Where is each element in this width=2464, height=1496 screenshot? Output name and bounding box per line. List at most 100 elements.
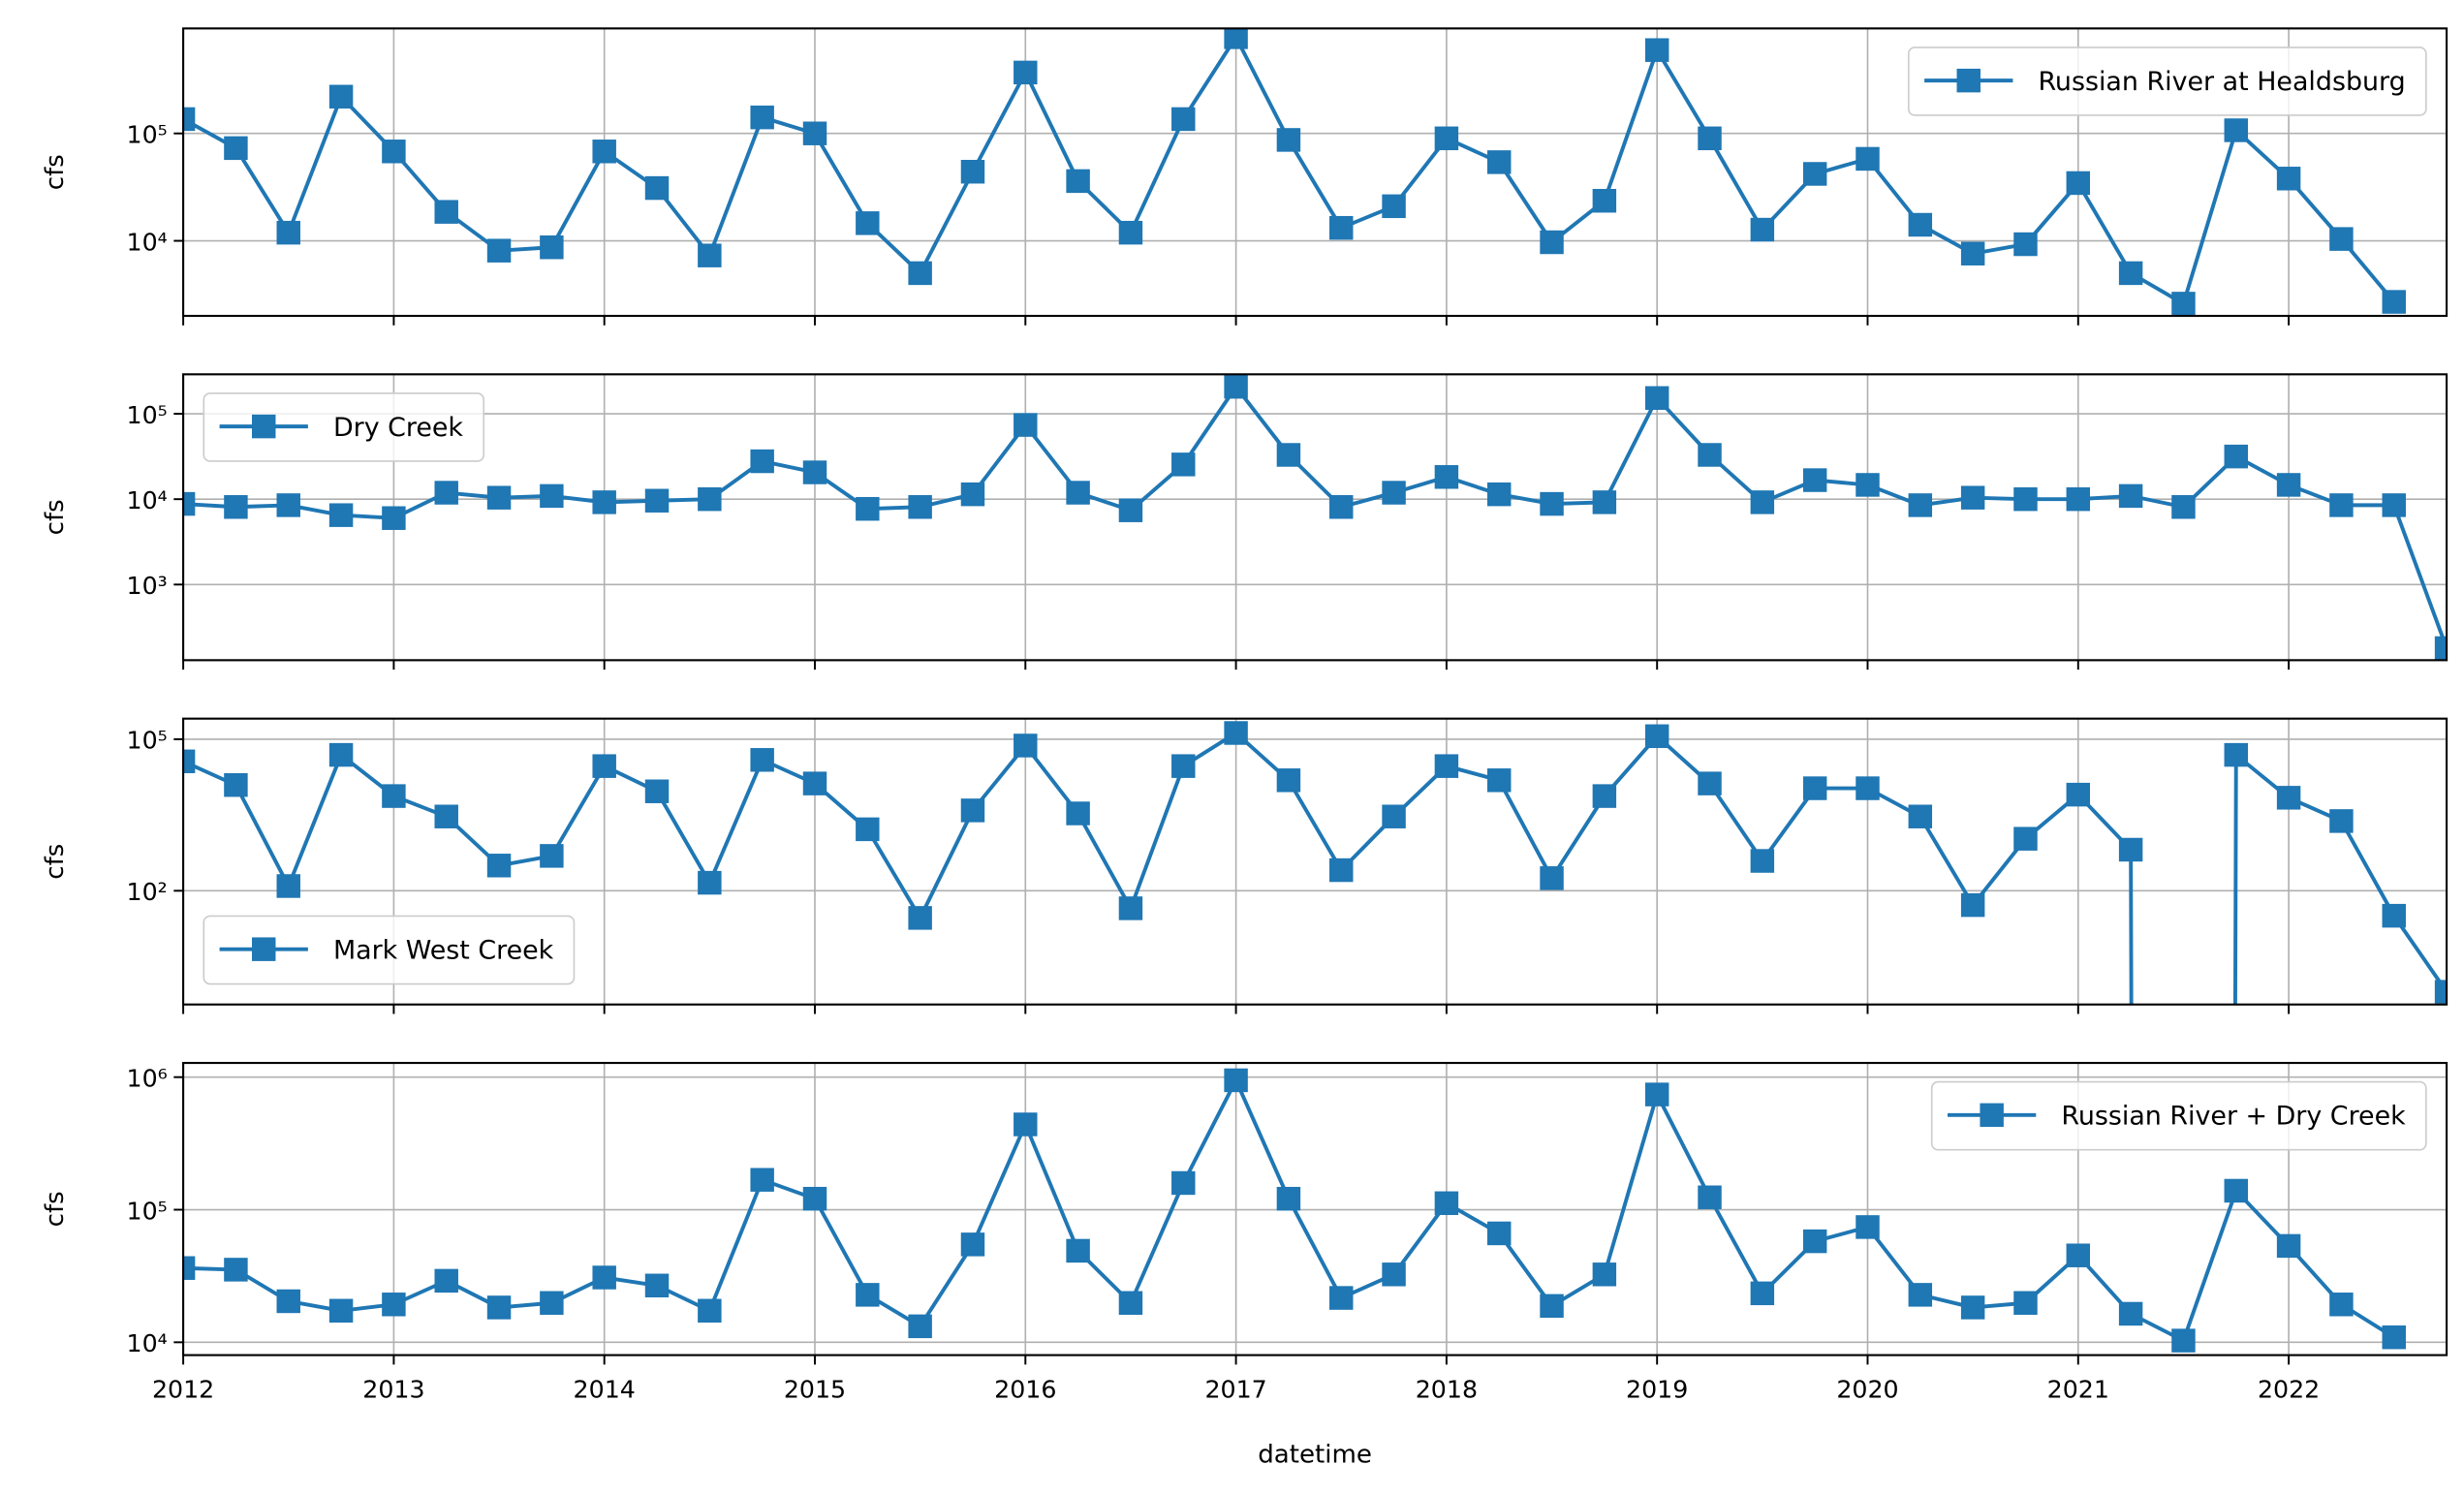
marker xyxy=(1382,1262,1406,1287)
x-tick-label: 2013 xyxy=(362,1376,424,1404)
axes-frame xyxy=(182,717,2448,1006)
marker xyxy=(1908,212,1933,237)
marker xyxy=(960,482,985,507)
y-tick-label: 10⁵ xyxy=(127,120,168,148)
subplot: 2012 2013 2014 2015 2016 2017 2018 2019 2020 2021… xyxy=(41,1061,2448,1469)
marker xyxy=(1908,804,1933,828)
marker xyxy=(802,1186,827,1211)
legend-marker xyxy=(252,937,276,961)
marker xyxy=(1802,468,1827,492)
marker xyxy=(224,1258,248,1282)
marker xyxy=(2118,483,2143,509)
marker xyxy=(486,238,512,263)
marker xyxy=(960,160,985,184)
legend: Russian River at Healdsburg xyxy=(1907,47,2427,116)
marker xyxy=(382,784,406,808)
marker xyxy=(434,1268,458,1293)
x-tick-label: 2019 xyxy=(1626,1376,1688,1404)
marker xyxy=(1434,1191,1459,1216)
marker xyxy=(1698,1185,1722,1209)
x-tick-label: 2012 xyxy=(152,1376,214,1404)
marker xyxy=(1118,1291,1143,1315)
marker xyxy=(908,261,932,286)
y-tick-label: 10⁵ xyxy=(127,727,168,755)
marker xyxy=(2329,1293,2354,1317)
marker xyxy=(698,870,722,895)
marker xyxy=(276,493,300,517)
plot-area xyxy=(183,375,2448,661)
marker xyxy=(1698,771,1722,795)
y-axis-label: cfs xyxy=(41,844,70,880)
x-tick-label: 2017 xyxy=(1204,1376,1266,1404)
marker xyxy=(2118,1301,2143,1326)
marker xyxy=(1224,721,1248,745)
marker xyxy=(1750,217,1775,242)
marker xyxy=(1276,443,1301,467)
legend: Russian River + Dry Creek xyxy=(1930,1080,2427,1151)
marker xyxy=(276,220,300,245)
marker xyxy=(1171,107,1196,132)
marker xyxy=(1276,128,1301,152)
x-tick-label: 2016 xyxy=(994,1376,1056,1404)
marker xyxy=(2013,1291,2038,1315)
marker xyxy=(802,771,827,795)
marker xyxy=(1486,482,1512,507)
marker xyxy=(908,906,932,930)
x-tick-label: 2018 xyxy=(1416,1376,1478,1404)
marker xyxy=(328,84,354,109)
legend-box xyxy=(1930,1080,2427,1151)
marker xyxy=(2013,486,2038,512)
y-tick-label: 10³ xyxy=(127,572,168,600)
marker xyxy=(1224,375,1248,399)
marker xyxy=(644,779,670,803)
marker xyxy=(1434,754,1459,778)
marker xyxy=(1329,215,1354,240)
plot-area xyxy=(183,1068,2406,1353)
marker xyxy=(2382,493,2406,517)
marker xyxy=(540,844,564,868)
marker xyxy=(698,486,722,512)
marker xyxy=(2013,826,2038,851)
marker xyxy=(1486,768,1512,793)
axes-frame xyxy=(182,373,2448,662)
marker xyxy=(1329,857,1354,883)
marker xyxy=(2382,1325,2406,1350)
marker xyxy=(1014,60,1038,85)
marker xyxy=(1908,1283,1933,1307)
marker xyxy=(2276,473,2301,497)
marker xyxy=(540,235,564,260)
marker xyxy=(1014,413,1038,437)
marker xyxy=(1540,866,1564,890)
marker xyxy=(1750,849,1775,873)
marker xyxy=(1856,146,1880,171)
marker xyxy=(1908,493,1933,517)
marker xyxy=(183,107,196,132)
marker xyxy=(1014,733,1038,758)
marker xyxy=(540,483,564,509)
marker xyxy=(2276,786,2301,810)
marker xyxy=(1540,1293,1564,1319)
marker xyxy=(1960,241,1985,265)
marker xyxy=(1698,443,1722,467)
y-tick-label: 10⁴ xyxy=(127,1329,168,1357)
y-tick-label: 10² xyxy=(127,878,168,906)
marker xyxy=(2171,495,2196,519)
marker xyxy=(1171,754,1196,778)
marker xyxy=(856,211,880,235)
marker xyxy=(1486,150,1512,174)
marker xyxy=(2066,171,2091,196)
marker xyxy=(1276,1186,1301,1211)
marker xyxy=(1014,1112,1038,1137)
marker xyxy=(1066,801,1090,826)
marker xyxy=(856,1283,880,1307)
marker xyxy=(382,506,406,530)
marker xyxy=(2066,486,2091,512)
marker xyxy=(1644,1082,1669,1106)
marker xyxy=(2434,980,2448,1004)
marker xyxy=(1750,1281,1775,1306)
marker xyxy=(224,136,248,161)
plot-area xyxy=(183,721,2448,1005)
marker xyxy=(856,496,880,521)
legend-text: Mark West Creek xyxy=(333,935,554,965)
